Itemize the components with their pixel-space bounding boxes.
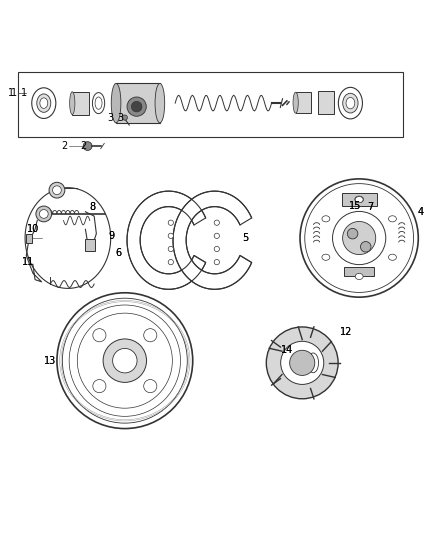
Text: 13: 13 bbox=[44, 356, 57, 366]
Ellipse shape bbox=[95, 97, 102, 109]
Ellipse shape bbox=[389, 216, 396, 222]
Ellipse shape bbox=[305, 349, 321, 377]
Ellipse shape bbox=[293, 92, 298, 113]
Circle shape bbox=[266, 327, 338, 399]
Text: 15: 15 bbox=[349, 201, 361, 211]
Circle shape bbox=[214, 246, 219, 252]
Ellipse shape bbox=[70, 92, 75, 115]
Text: 6: 6 bbox=[115, 248, 121, 259]
Circle shape bbox=[281, 341, 324, 384]
Ellipse shape bbox=[346, 98, 355, 109]
Text: 11: 11 bbox=[22, 257, 35, 267]
Text: 9: 9 bbox=[109, 231, 115, 241]
Bar bbox=[85, 239, 95, 251]
Circle shape bbox=[214, 233, 219, 238]
Text: 15: 15 bbox=[349, 201, 361, 211]
Bar bbox=[72, 92, 89, 115]
Polygon shape bbox=[127, 191, 206, 289]
Bar bbox=[342, 193, 377, 206]
Text: 12: 12 bbox=[340, 327, 352, 337]
Ellipse shape bbox=[37, 94, 51, 112]
Text: 3: 3 bbox=[107, 112, 113, 123]
Circle shape bbox=[168, 233, 173, 238]
Circle shape bbox=[77, 313, 172, 408]
Circle shape bbox=[57, 293, 193, 429]
Text: 7: 7 bbox=[367, 203, 373, 212]
Circle shape bbox=[83, 142, 92, 150]
Ellipse shape bbox=[40, 98, 48, 108]
Bar bbox=[344, 267, 374, 277]
Text: 12: 12 bbox=[340, 327, 352, 337]
Text: 10: 10 bbox=[27, 224, 39, 235]
Ellipse shape bbox=[322, 254, 330, 260]
Circle shape bbox=[49, 182, 65, 198]
Circle shape bbox=[53, 186, 61, 195]
Circle shape bbox=[36, 206, 52, 222]
Text: 8: 8 bbox=[89, 203, 95, 212]
Circle shape bbox=[127, 97, 146, 116]
Circle shape bbox=[144, 379, 157, 393]
Bar bbox=[18, 71, 403, 138]
Ellipse shape bbox=[355, 196, 364, 203]
Ellipse shape bbox=[32, 88, 56, 118]
Text: 14: 14 bbox=[281, 345, 293, 355]
Text: 1: 1 bbox=[21, 88, 27, 99]
Ellipse shape bbox=[389, 254, 396, 260]
Text: 5: 5 bbox=[242, 233, 248, 243]
Ellipse shape bbox=[343, 93, 358, 113]
Circle shape bbox=[360, 241, 371, 252]
Circle shape bbox=[168, 260, 173, 265]
Circle shape bbox=[343, 222, 376, 255]
Text: 1: 1 bbox=[11, 88, 17, 99]
Circle shape bbox=[122, 115, 127, 120]
Text: 6: 6 bbox=[115, 248, 121, 259]
Text: 13: 13 bbox=[44, 356, 57, 366]
Text: 4: 4 bbox=[417, 207, 424, 217]
Ellipse shape bbox=[111, 84, 121, 123]
Text: 10: 10 bbox=[27, 224, 39, 235]
Bar bbox=[26, 233, 32, 243]
Circle shape bbox=[300, 179, 418, 297]
Circle shape bbox=[144, 329, 157, 342]
Circle shape bbox=[69, 305, 180, 416]
Text: 9: 9 bbox=[109, 231, 115, 241]
Text: 11: 11 bbox=[22, 257, 35, 267]
Polygon shape bbox=[173, 191, 252, 289]
Ellipse shape bbox=[308, 353, 318, 373]
Circle shape bbox=[305, 184, 413, 293]
Circle shape bbox=[214, 260, 219, 265]
Ellipse shape bbox=[338, 87, 363, 119]
Circle shape bbox=[39, 209, 48, 219]
Circle shape bbox=[332, 212, 386, 265]
Ellipse shape bbox=[355, 197, 363, 203]
Text: 8: 8 bbox=[89, 203, 95, 212]
Ellipse shape bbox=[355, 273, 363, 279]
Circle shape bbox=[290, 350, 315, 375]
Text: 4: 4 bbox=[417, 207, 424, 217]
Bar bbox=[116, 84, 160, 123]
Text: 1: 1 bbox=[8, 88, 14, 99]
Text: 2: 2 bbox=[62, 141, 68, 151]
Circle shape bbox=[131, 101, 142, 112]
Text: 7: 7 bbox=[367, 203, 373, 212]
Circle shape bbox=[113, 349, 137, 373]
Circle shape bbox=[168, 246, 173, 252]
Ellipse shape bbox=[322, 216, 330, 222]
Circle shape bbox=[347, 229, 358, 239]
Circle shape bbox=[103, 339, 147, 382]
Text: 14: 14 bbox=[281, 345, 293, 355]
Circle shape bbox=[214, 220, 219, 225]
Text: 3: 3 bbox=[117, 112, 124, 123]
Circle shape bbox=[93, 329, 106, 342]
Bar bbox=[318, 91, 334, 114]
Ellipse shape bbox=[92, 93, 105, 114]
Text: 5: 5 bbox=[242, 233, 248, 243]
Ellipse shape bbox=[155, 84, 165, 123]
Circle shape bbox=[62, 298, 187, 423]
Bar bbox=[296, 92, 311, 113]
Text: 2: 2 bbox=[80, 141, 86, 151]
Circle shape bbox=[168, 220, 173, 225]
Circle shape bbox=[93, 379, 106, 393]
